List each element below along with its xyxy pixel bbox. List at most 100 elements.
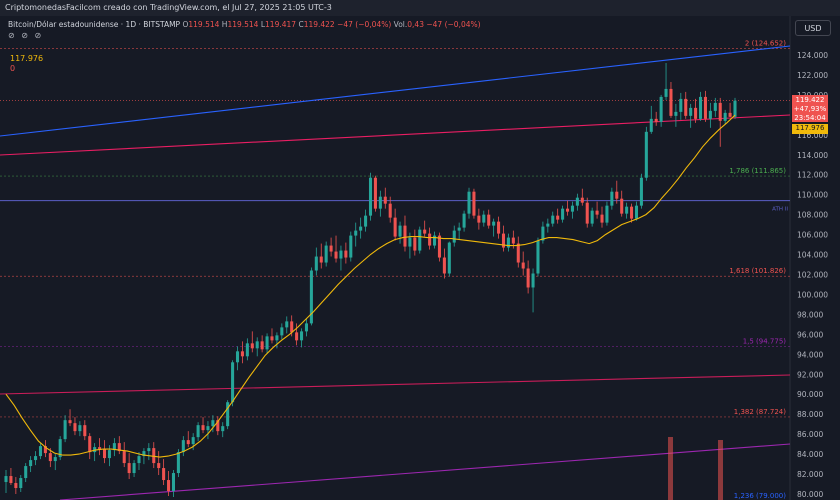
candle [245, 338, 249, 361]
candle [713, 97, 717, 117]
candle-body [304, 323, 308, 332]
candle [152, 442, 156, 469]
candle-body [58, 439, 62, 458]
candle-body [698, 96, 703, 119]
y-tick-label: 82.000 [797, 470, 823, 479]
candle-body [334, 251, 338, 259]
y-tick-label: 84.000 [797, 450, 823, 459]
change-value: −47 (−0,04%) [337, 20, 392, 29]
candle-body [171, 473, 175, 492]
candle [122, 442, 126, 468]
candle-body [713, 102, 717, 111]
candle-body [570, 205, 574, 212]
candle-body [102, 449, 107, 459]
candle-body [162, 468, 166, 481]
candle-body [511, 237, 515, 244]
moving-average-badge: 117.976 [792, 124, 828, 134]
candle-body [457, 227, 461, 231]
candle [595, 201, 599, 219]
candle [521, 251, 525, 276]
candle [309, 267, 313, 326]
candle-body [93, 447, 97, 453]
candle-body [546, 223, 550, 227]
candle [117, 436, 121, 455]
y-tick-label: 124.000 [797, 51, 828, 60]
y-tick-label: 108.000 [797, 211, 828, 220]
candle [270, 328, 274, 344]
currency-button[interactable]: USD [795, 20, 831, 36]
candle [93, 443, 97, 462]
candle [78, 421, 82, 437]
candle [324, 241, 328, 267]
candle-body [186, 440, 190, 445]
fib-level-label: 1,236 (79.000) [734, 492, 786, 500]
candle-body [501, 233, 506, 248]
candle-body [319, 256, 323, 263]
candle [68, 409, 72, 427]
candle [501, 225, 506, 252]
candle-body [152, 448, 156, 464]
candle [260, 335, 264, 353]
candle [570, 201, 574, 219]
candle-body [4, 476, 8, 483]
candle-body [649, 118, 653, 132]
candle [388, 196, 392, 223]
candle [718, 97, 722, 147]
candle-body [452, 230, 456, 243]
candle [708, 102, 712, 128]
candle [349, 231, 353, 262]
candle [615, 180, 619, 204]
candle [112, 438, 116, 457]
candle-body [610, 191, 614, 206]
candle [9, 468, 13, 486]
open-value: 119.514 [188, 20, 220, 29]
candle-body [536, 240, 540, 274]
candle-body [176, 452, 180, 474]
candle [649, 105, 653, 134]
candle-body [433, 235, 437, 246]
candle-body [157, 463, 161, 469]
candle [98, 438, 102, 456]
candle-body [526, 268, 530, 288]
candle-body [630, 206, 634, 219]
candle [487, 209, 491, 229]
candle-body [615, 191, 619, 199]
candle [452, 225, 456, 247]
candle-body [418, 229, 422, 251]
candle [226, 400, 230, 430]
candle [630, 203, 634, 223]
candle [472, 188, 476, 219]
candle-body [447, 242, 451, 274]
candle-body [14, 483, 18, 489]
y-tick-label: 100.000 [797, 290, 828, 299]
candle-body [250, 343, 254, 349]
candle-body [127, 463, 131, 474]
candle [703, 90, 707, 122]
volume-bar [718, 440, 723, 500]
candle [24, 463, 28, 483]
candle [398, 221, 402, 244]
candle [14, 477, 18, 494]
candle-body [68, 420, 72, 424]
candle-body [718, 102, 722, 121]
candle [536, 237, 540, 277]
candle [556, 208, 560, 224]
candle-body [122, 451, 126, 464]
candle [34, 451, 38, 466]
candle [462, 210, 466, 232]
candle [541, 221, 545, 244]
candle-body [664, 88, 668, 97]
moving-average-line [5, 114, 736, 458]
candle [644, 126, 648, 181]
candle-body [275, 335, 279, 341]
candle [684, 91, 688, 119]
candle-body [516, 243, 520, 263]
candle-body [585, 202, 589, 224]
indicator-visibility-icons[interactable]: ⊘ ⊘ ⊘ [8, 31, 44, 40]
chart-background [0, 16, 840, 500]
candle-body [634, 205, 639, 219]
candle [634, 201, 639, 221]
candle [132, 460, 136, 478]
candle [368, 172, 373, 221]
